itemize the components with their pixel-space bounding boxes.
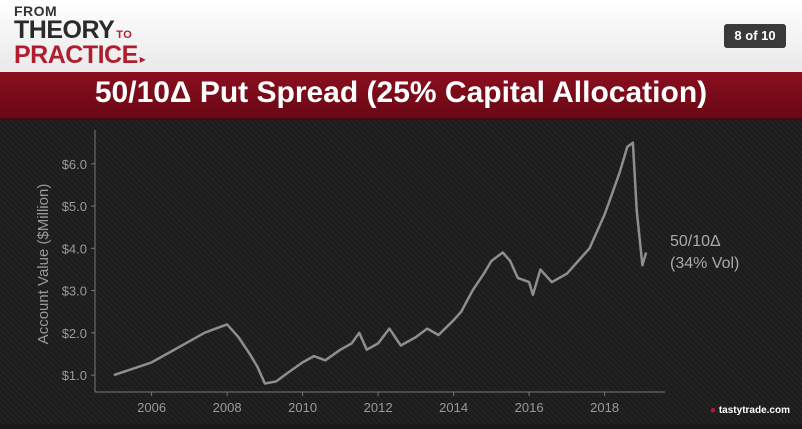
annotation-line-2: (34% Vol) xyxy=(670,255,739,272)
y-axis-label: Account Value ($Million) xyxy=(35,184,52,345)
y-tick-label: $6.0 xyxy=(62,157,87,172)
logo-practice: PRACTICE xyxy=(14,41,138,69)
y-tick-label: $5.0 xyxy=(62,199,87,214)
x-tick-label: 2018 xyxy=(590,400,619,415)
chart-area: 2006 2008 2010 2012 2014 2016 2018 $1.0 $2.0 $3.0… xyxy=(0,120,802,424)
logo: FROM THEORY TO PRACTICE ▸ xyxy=(14,4,146,68)
y-tick-label: $3.0 xyxy=(62,284,87,299)
page-indicator: 8 of 10 xyxy=(724,24,786,48)
y-tick-label: $1.0 xyxy=(62,368,87,383)
y-tick-label: $2.0 xyxy=(62,326,87,341)
brand-logo: ● tastytrade.com xyxy=(710,405,790,416)
y-tick-label: $4.0 xyxy=(62,241,87,256)
account-value-chart: 2006 2008 2010 2012 2014 2016 2018 $1.0 $2.0 $3.0… xyxy=(35,130,739,415)
cherry-icon: ● xyxy=(710,405,717,416)
title-bar: 50/10Δ Put Spread (25% Capital Allocatio… xyxy=(0,72,802,120)
logo-theory: THEORY xyxy=(14,16,115,44)
header: FROM THEORY TO PRACTICE ▸ 8 of 10 xyxy=(0,0,802,72)
x-tick-label: 2016 xyxy=(515,400,544,415)
x-tick-label: 2014 xyxy=(439,400,468,415)
x-tick-label: 2008 xyxy=(213,400,242,415)
x-tick-label: 2006 xyxy=(137,400,166,415)
annotation-line-1: 50/10Δ xyxy=(670,233,721,250)
x-tick-label: 2012 xyxy=(364,400,393,415)
logo-from: FROM xyxy=(14,3,58,19)
logo-arrow-icon: ▸ xyxy=(139,51,146,66)
x-tick-label: 2010 xyxy=(288,400,317,415)
slide-title: 50/10Δ Put Spread (25% Capital Allocatio… xyxy=(94,76,708,109)
brand-suffix: .com xyxy=(766,405,790,416)
brand-name: tastytrade xyxy=(718,405,767,416)
logo-to: TO xyxy=(116,29,133,41)
series-line xyxy=(113,141,648,385)
